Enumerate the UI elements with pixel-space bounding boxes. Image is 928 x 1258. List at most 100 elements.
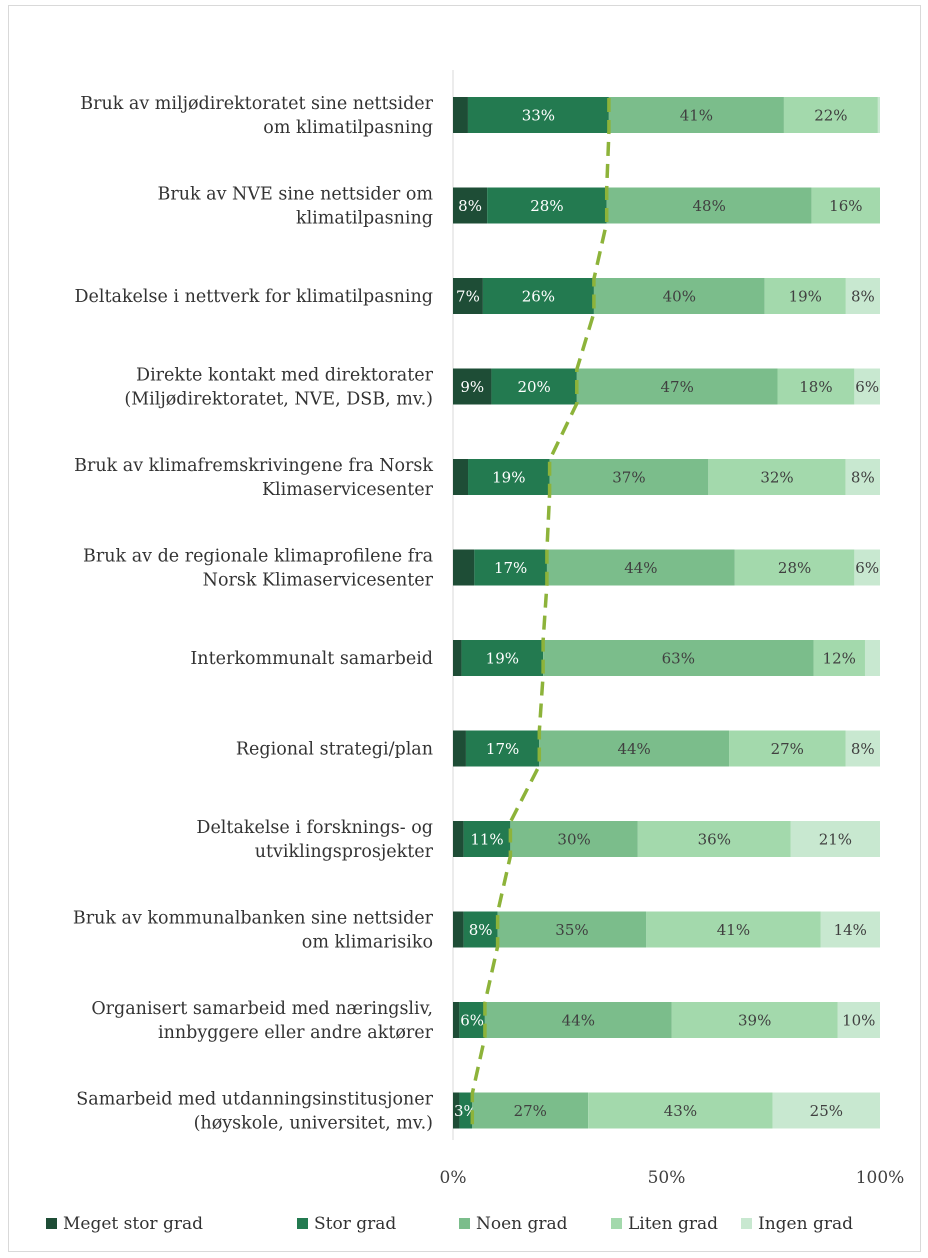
data-label: 20% [517,378,550,396]
legend-label: Liten grad [628,1214,718,1234]
data-label: 35% [555,921,588,939]
bar-segment [459,1092,473,1129]
bar-segment [845,459,880,495]
data-label: 9% [460,378,484,396]
data-label: 40% [663,288,696,306]
category-label: Direkte kontakt med direktorater [136,366,434,386]
bar-segment [465,730,540,767]
bar-segment [463,911,498,948]
legend-swatch [459,1218,470,1229]
data-label: 36% [698,831,731,849]
legend-swatch [46,1218,57,1229]
data-label: 19% [789,288,822,306]
bar-segment [864,640,880,676]
data-label: 63% [662,650,695,668]
category-label: Deltakelse i nettverk for klimatilpasnin… [75,287,434,307]
data-label: 8% [851,740,875,758]
bar-segment [877,97,880,133]
data-label: 14% [834,921,867,939]
bar-segment [837,1002,880,1038]
bar-segment [484,1002,672,1038]
category-label: Interkommunalt samarbeid [190,649,433,669]
legend-label: Ingen grad [758,1214,853,1234]
category-label: Bruk av de regionale klimaprofilene fra [83,547,433,567]
bar-segment [729,730,846,767]
data-label: 21% [819,831,852,849]
data-label: 43% [664,1102,697,1120]
legend-label: Noen grad [476,1214,568,1234]
data-label: 8% [458,197,482,215]
data-label: 27% [514,1102,547,1120]
data-label: 12% [823,650,856,668]
x-tick-label: 50% [648,1168,686,1188]
data-label: 39% [738,1012,771,1030]
category-label: Bruk av klimafremskrivingene fra Norsk [74,456,433,476]
category-label: Norsk Klimaservicesenter [203,571,434,591]
legend-label: Stor grad [314,1214,396,1234]
bar-segment [813,640,865,676]
data-label: 6% [855,559,879,577]
legend-swatch [741,1218,752,1229]
category-label: Bruk av miljødirektoratet sine nettsider [80,94,433,114]
data-label: 25% [810,1102,843,1120]
data-label: 17% [494,559,527,577]
bar-segment [845,730,880,767]
data-label: 7% [456,288,480,306]
category-label: klimatilpasning [296,209,433,229]
bar-segment [845,278,880,314]
bar-segment [461,640,544,676]
bar-segment [811,187,880,224]
data-label: 18% [799,378,832,396]
category-label: (Miljødirektoratet, NVE, DSB, mv.) [124,390,433,410]
bar-segment [453,911,464,948]
data-label: 11% [470,831,503,849]
bar-segment [472,1092,589,1129]
bar-segment [772,1092,880,1129]
data-label: 32% [760,469,793,487]
bar-segment [608,97,784,133]
bar-segment [468,459,550,495]
legend-swatch [611,1218,622,1229]
category-label: Samarbeid med utdanningsinstitusjoner [76,1090,433,1110]
bar-segment [453,1092,460,1129]
bar-segment [734,549,855,586]
data-label: 17% [486,740,519,758]
category-label: innbyggere eller andre aktører [158,1023,434,1043]
bar-segment [576,368,778,405]
bar-segment [487,187,607,224]
bar-segment [539,730,730,767]
data-label: 33% [522,107,555,125]
bar-segment [453,821,464,857]
data-label: 44% [624,559,657,577]
x-tick-label: 100% [856,1168,905,1188]
bar-segment [606,187,812,224]
category-label: om klimarisiko [302,933,433,953]
bar-segment [459,1002,485,1038]
data-label: 6% [855,378,879,396]
x-tick-label: 0% [440,1168,467,1188]
data-label: 41% [717,921,750,939]
category-label: (høyskole, universitet, mv.) [194,1114,433,1134]
data-label: 19% [492,469,525,487]
data-label: 10% [842,1012,875,1030]
data-label: 8% [469,921,493,939]
category-label: Klimaservicesenter [262,480,434,500]
data-label: 28% [530,197,563,215]
data-label: 48% [693,197,726,215]
data-label: 44% [617,740,650,758]
bar-segment [453,278,483,314]
category-label: Regional strategi/plan [236,740,433,760]
bar-segment [854,368,880,405]
bar-segment [453,730,466,767]
data-label: 47% [661,378,694,396]
bar-segment [790,821,880,857]
bar-segment [783,97,878,133]
bar-segment [497,911,647,948]
data-label: 26% [522,288,555,306]
category-label: Deltakelse i forsknings- og [196,818,433,838]
data-label: 6% [460,1012,484,1030]
bar-segment [671,1002,838,1038]
bar-segment [491,368,577,405]
data-label: 8% [851,288,875,306]
